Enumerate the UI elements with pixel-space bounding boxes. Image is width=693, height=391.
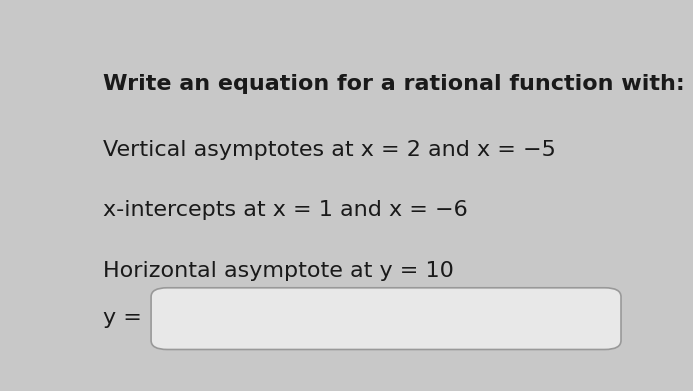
Text: Write an equation for a rational function with:: Write an equation for a rational functio… xyxy=(103,74,685,94)
Text: x-intercepts at x = 1 and x = −6: x-intercepts at x = 1 and x = −6 xyxy=(103,201,468,221)
Text: Vertical asymptotes at x = 2 and x = −5: Vertical asymptotes at x = 2 and x = −5 xyxy=(103,140,556,160)
FancyBboxPatch shape xyxy=(151,288,621,350)
Text: Horizontal asymptote at y = 10: Horizontal asymptote at y = 10 xyxy=(103,261,454,281)
Text: y =: y = xyxy=(103,308,149,328)
